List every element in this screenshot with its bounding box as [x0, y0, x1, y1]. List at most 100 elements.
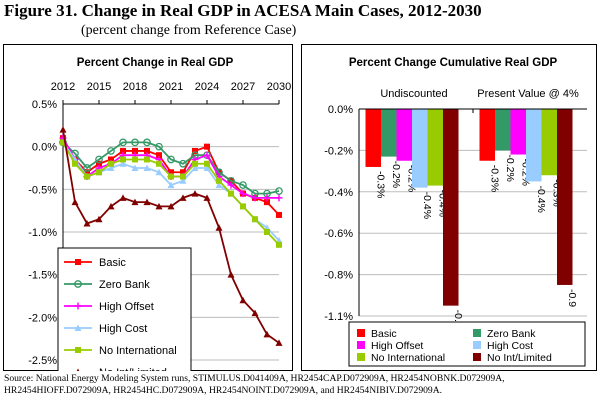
legend-swatch-marker — [75, 259, 81, 265]
data-point-zero-bank — [167, 155, 175, 164]
legend-swatch-marker — [74, 280, 82, 288]
data-point-basic — [264, 199, 270, 206]
data-point-no-int-limited — [179, 194, 187, 201]
legend-label: Basic — [371, 328, 397, 340]
bar — [381, 109, 397, 157]
legend-label: High Cost — [487, 340, 533, 352]
bar — [412, 109, 428, 188]
y-tick-label: 0.0% — [328, 104, 353, 116]
data-point-high-offset — [251, 194, 259, 202]
data-point-no-international — [72, 160, 78, 167]
data-point-basic — [84, 169, 90, 176]
data-point-basic — [144, 147, 150, 154]
data-point-basic — [156, 152, 162, 159]
y-tick-label: -1.1% — [324, 311, 353, 323]
series-no-international — [60, 139, 282, 248]
data-point-zero-bank — [155, 142, 163, 151]
y-tick-label: -0.5% — [28, 184, 57, 196]
data-point-no-international — [84, 173, 90, 180]
data-label: -0.4% — [535, 185, 547, 212]
data-point-no-international — [264, 229, 270, 235]
data-point-zero-bank — [239, 181, 247, 189]
data-point-high-cost — [155, 168, 163, 176]
data-point-no-int-limited — [143, 198, 151, 206]
data-point-no-international — [180, 173, 186, 180]
bar-legend-box — [348, 321, 586, 367]
legend-label: High Offset — [371, 340, 423, 352]
legend-label: High Offset — [99, 301, 154, 313]
y-tick-label: 0.0% — [32, 142, 57, 154]
data-label: -0.9 — [566, 289, 578, 307]
bar — [396, 109, 412, 161]
data-point-no-international — [228, 190, 234, 197]
data-point-no-int-limited — [263, 330, 271, 338]
data-point-zero-bank — [119, 138, 127, 147]
figure-subtitle: (percent change from Reference Case) — [81, 23, 297, 38]
legend-swatch-marker — [76, 368, 80, 371]
data-point-basic — [180, 169, 186, 176]
y-tick-label: 0.5% — [32, 99, 57, 111]
legend-entry: High Offset — [64, 301, 154, 313]
data-label: -0.4% — [421, 192, 433, 219]
data-point-high-cost — [131, 164, 139, 171]
data-point-no-int-limited — [251, 309, 259, 317]
data-point-basic — [120, 147, 126, 154]
bar-chart-title: Percent Change Cumulative Real GDP — [349, 57, 558, 69]
data-point-zero-bank — [143, 138, 151, 147]
y-tick-label: -2.0% — [28, 312, 57, 324]
line-chart: Percent Change in Real GDP 0.5% 0.0% -0.5%… — [3, 44, 293, 371]
x-tick-label: 2015 — [87, 81, 111, 93]
x-tick-label: 2027 — [231, 81, 255, 93]
data-point-no-international — [240, 203, 246, 210]
data-point-no-int-limited — [59, 126, 67, 133]
data-point-no-int-limited — [215, 224, 223, 231]
legend-swatch — [357, 329, 365, 337]
data-point-no-international — [192, 160, 198, 167]
data-point-basic — [132, 147, 138, 154]
data-point-basic — [96, 160, 102, 167]
legend-entry: Zero Bank — [473, 328, 536, 340]
data-point-high-offset — [227, 181, 235, 189]
x-tick-label: 2030 — [267, 81, 291, 93]
bar — [443, 109, 459, 306]
data-point-no-int-limited — [71, 198, 79, 206]
data-point-no-international — [216, 177, 222, 184]
legend-swatch-marker — [74, 302, 82, 310]
bar — [541, 109, 557, 176]
data-point-zero-bank — [131, 138, 139, 147]
figure-title: Figure 31. Change in Real GDP in ACESA M… — [4, 1, 482, 20]
line-chart-title: Percent Change in Real GDP — [77, 57, 234, 69]
data-point-zero-bank — [95, 155, 103, 164]
bar — [510, 109, 526, 155]
legend-entry: No International — [64, 345, 177, 357]
legend-label: No Int/Limited — [487, 352, 552, 364]
bar — [557, 109, 573, 285]
series-line-zero-bank — [62, 141, 280, 195]
data-point-zero-bank — [179, 159, 187, 168]
legend-entry: Basic — [357, 328, 397, 340]
legend-label: Zero Bank — [99, 279, 150, 291]
data-point-high-cost — [179, 177, 187, 184]
data-point-high-offset — [203, 151, 211, 159]
data-point-no-international — [156, 160, 162, 167]
data-point-high-offset — [239, 190, 247, 198]
bar — [479, 109, 495, 161]
legend-swatch — [357, 341, 365, 349]
legend-swatch — [357, 353, 365, 361]
y-tick-label: -1.0% — [28, 227, 57, 239]
legend-label: High Cost — [99, 323, 147, 335]
y-tick-label: -1.5% — [28, 270, 57, 282]
legend-swatch — [473, 353, 481, 361]
legend-entry: High Cost — [473, 340, 533, 352]
data-point-basic — [108, 156, 114, 163]
legend-entry: No International — [357, 352, 445, 364]
data-point-no-int-limited — [131, 198, 139, 206]
y-tick-label: -0.8% — [324, 270, 353, 282]
data-point-high-offset — [275, 194, 283, 202]
data-point-no-int-limited — [83, 219, 91, 227]
data-point-zero-bank — [107, 147, 115, 155]
x-tick-label: 2021 — [159, 81, 183, 93]
category-label: Present Value @ 4% — [477, 88, 579, 100]
data-point-no-international — [168, 173, 174, 180]
data-point-no-int-limited — [155, 202, 163, 210]
